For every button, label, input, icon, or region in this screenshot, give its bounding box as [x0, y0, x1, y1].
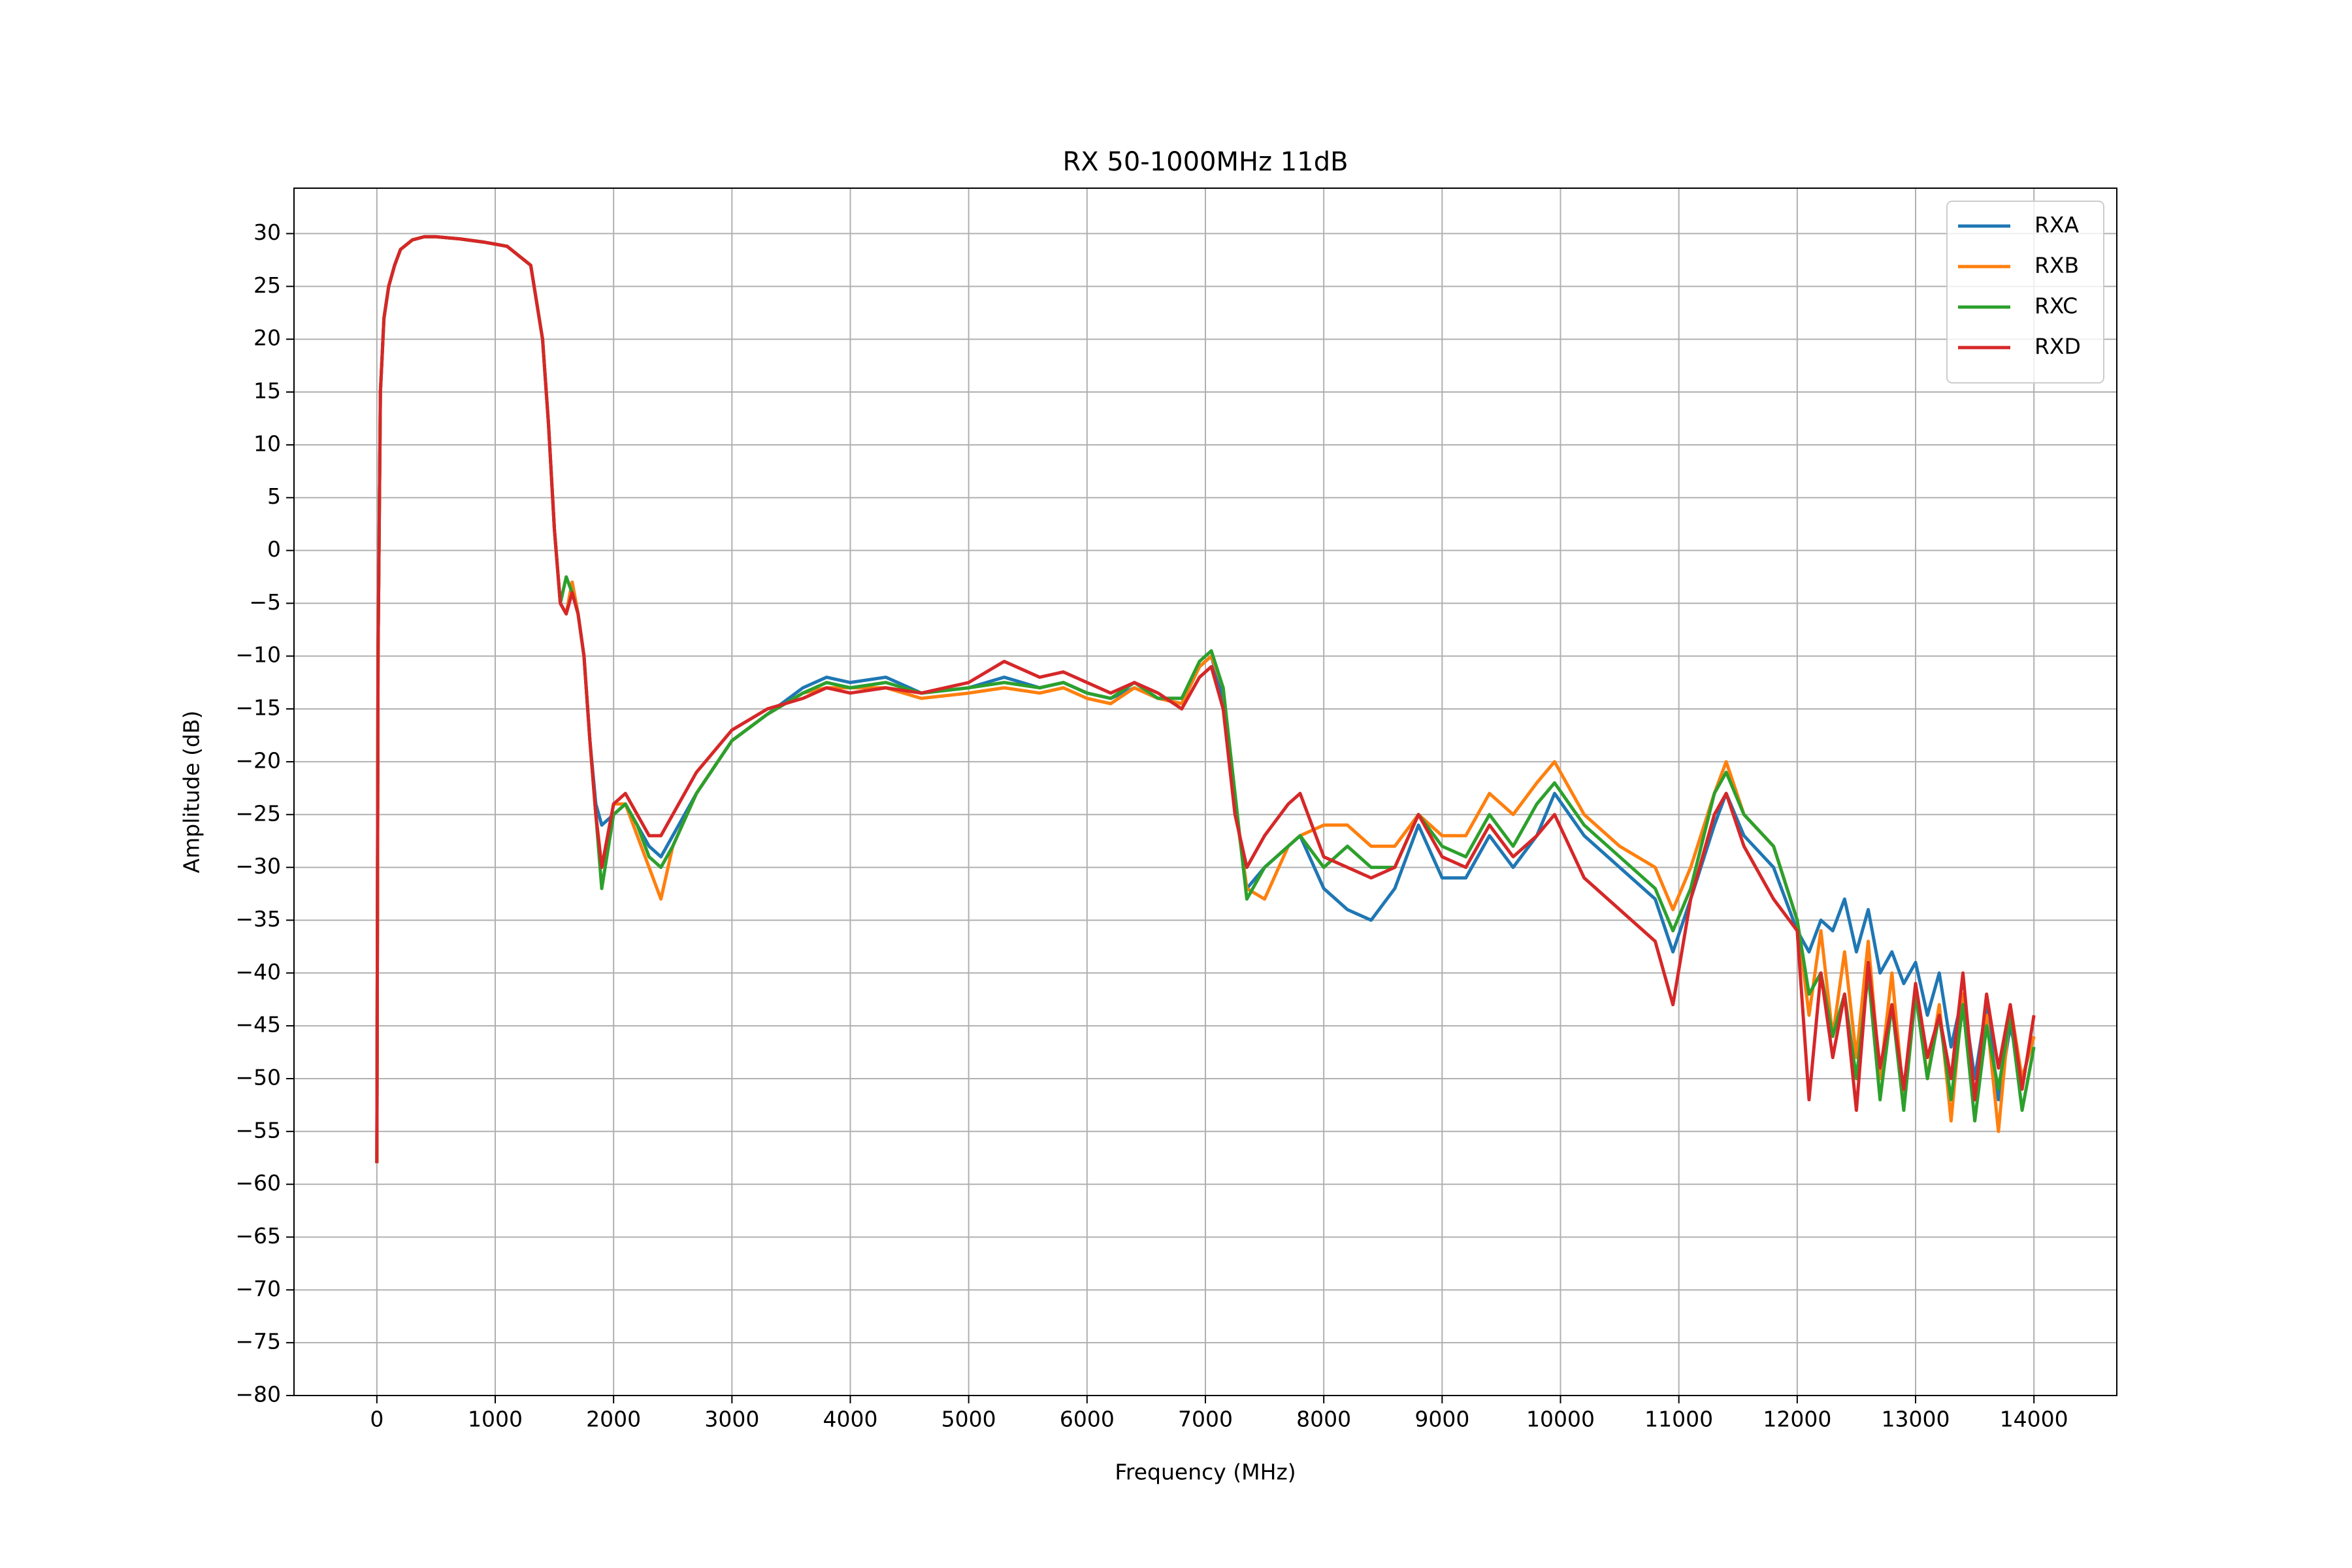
x-tick-label: 11000 [1644, 1407, 1713, 1432]
y-tick-label: 15 [253, 378, 281, 404]
ticks: 0 1000 2000 3000 4000 5000 6000 7000 8000 9000 100… [235, 220, 2068, 1431]
x-tick-label: 5000 [941, 1407, 996, 1432]
legend-frame [1946, 201, 2104, 384]
y-tick-label: −80 [235, 1382, 281, 1407]
y-tick-label: 30 [253, 220, 281, 245]
y-tick-label: −40 [235, 959, 281, 985]
x-tick-label: 8000 [1296, 1407, 1351, 1432]
grid [294, 188, 2117, 1396]
legend-label: RXA [2034, 212, 2080, 238]
x-axis-label: Frequency (MHz) [1115, 1460, 1296, 1485]
x-tick-label: 10000 [1526, 1407, 1595, 1432]
y-tick-label: −45 [235, 1012, 281, 1037]
x-tick-label: 14000 [2000, 1407, 2068, 1432]
y-tick-label: −20 [235, 747, 281, 773]
y-tick-label: −25 [235, 800, 281, 826]
chart-title: RX 50-1000MHz 11dB [1062, 147, 1348, 177]
x-tick-label: 2000 [586, 1407, 641, 1432]
y-tick-label: 20 [253, 325, 281, 351]
series-line [375, 235, 2036, 1164]
y-tick-label: 0 [267, 536, 281, 562]
x-tick-label: 0 [370, 1407, 384, 1432]
y-tick-label: −35 [235, 906, 281, 932]
y-tick-label: −5 [249, 589, 281, 615]
y-tick-label: −55 [235, 1117, 281, 1143]
y-tick-label: −15 [235, 695, 281, 721]
y-tick-label: 25 [253, 272, 281, 298]
legend: RXA RXB RXC RXD [1946, 201, 2104, 384]
legend-label: RXC [2034, 293, 2078, 319]
x-tick-label: 9000 [1414, 1407, 1469, 1432]
y-tick-label: −70 [235, 1276, 281, 1301]
y-tick-label: −50 [235, 1064, 281, 1090]
y-tick-label: −10 [235, 642, 281, 668]
y-tick-label: 5 [267, 483, 281, 509]
x-tick-label: 4000 [823, 1407, 878, 1432]
legend-label: RXD [2034, 334, 2081, 359]
x-tick-label: 7000 [1178, 1407, 1233, 1432]
y-tick-label: 10 [253, 431, 281, 456]
x-tick-label: 1000 [468, 1407, 523, 1432]
x-tick-label: 13000 [1882, 1407, 1950, 1432]
y-tick-label: −75 [235, 1329, 281, 1354]
y-axis-label: Amplitude (dB) [179, 711, 204, 874]
x-tick-label: 3000 [704, 1407, 759, 1432]
legend-label: RXB [2034, 253, 2079, 278]
y-tick-label: −60 [235, 1170, 281, 1196]
x-tick-label: 12000 [1763, 1407, 1831, 1432]
plot-lines [375, 235, 2036, 1164]
y-tick-label: −65 [235, 1223, 281, 1249]
x-tick-label: 6000 [1060, 1407, 1115, 1432]
y-tick-label: −30 [235, 853, 281, 879]
